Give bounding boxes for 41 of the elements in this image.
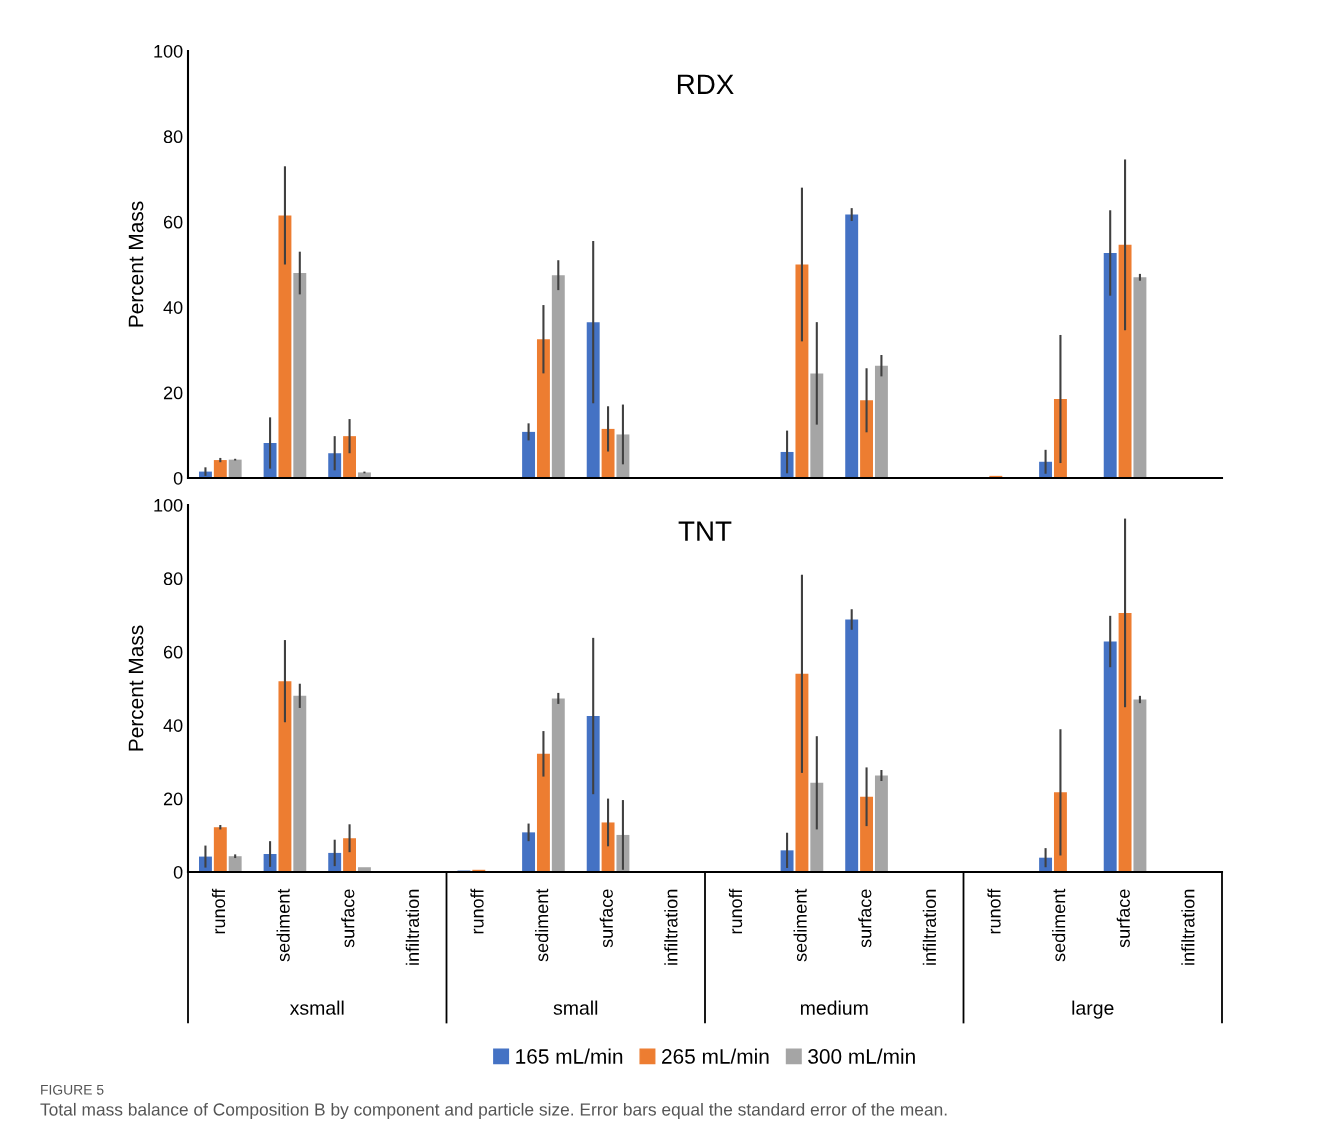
x-tick-label: infiltration <box>1181 889 1195 965</box>
x-tick-label: sediment <box>535 888 549 962</box>
y-tick-label: 100 <box>154 44 183 58</box>
text: medium <box>800 1000 868 1015</box>
x-tick-label: surface <box>599 889 613 948</box>
text: RDX <box>677 74 734 94</box>
x-tick-label: runoff <box>728 888 743 934</box>
legend-label: 300 mL/min <box>808 1048 915 1064</box>
y-axis-title: Percent Mass <box>128 201 144 327</box>
y-tick-label: 20 <box>163 386 183 400</box>
y-tick-label: 60 <box>163 215 183 229</box>
text: Total mass balance of Composition B by component and particle size. Error bars equal the standard error of the mean. <box>40 1102 947 1120</box>
y-tick-label: 40 <box>163 719 183 732</box>
text: large <box>1072 1000 1114 1019</box>
x-tick-label: infiltration <box>664 889 678 965</box>
y-axis-title: Percent Mass <box>128 625 144 751</box>
x-tick-label: surface <box>858 889 872 948</box>
legend-label: 165 mL/min <box>516 1048 623 1064</box>
x-tick-label: sediment <box>793 888 807 962</box>
x-tick-label: surface <box>1116 889 1130 948</box>
x-tick-label: surface <box>341 889 355 948</box>
x-tick-label: sediment <box>1052 888 1066 962</box>
x-tick-label: runoff <box>470 888 484 934</box>
x-tick-label: infiltration <box>922 889 937 965</box>
x-tick-label: infiltration <box>405 889 420 965</box>
y-tick-label: 40 <box>163 301 183 314</box>
caption: FIGURE 5 <box>41 1084 104 1095</box>
y-tick-label: 20 <box>163 792 183 806</box>
y-tick-label: 80 <box>163 572 183 586</box>
y-tick-label: 0 <box>173 471 183 485</box>
text: xsmall <box>289 1000 344 1015</box>
y-tick-label: 60 <box>163 645 183 659</box>
x-tick-label: runoff <box>211 888 226 934</box>
x-tick-label: sediment <box>276 888 290 962</box>
text: small <box>553 1000 598 1015</box>
y-tick-label: 0 <box>173 865 183 879</box>
legend-label: 265 mL/min <box>662 1048 769 1064</box>
chart-title: TNT <box>678 521 732 541</box>
y-tick-label: 80 <box>163 130 183 144</box>
y-tick-label: 100 <box>154 498 183 512</box>
x-tick-label: runoff <box>987 888 1001 934</box>
